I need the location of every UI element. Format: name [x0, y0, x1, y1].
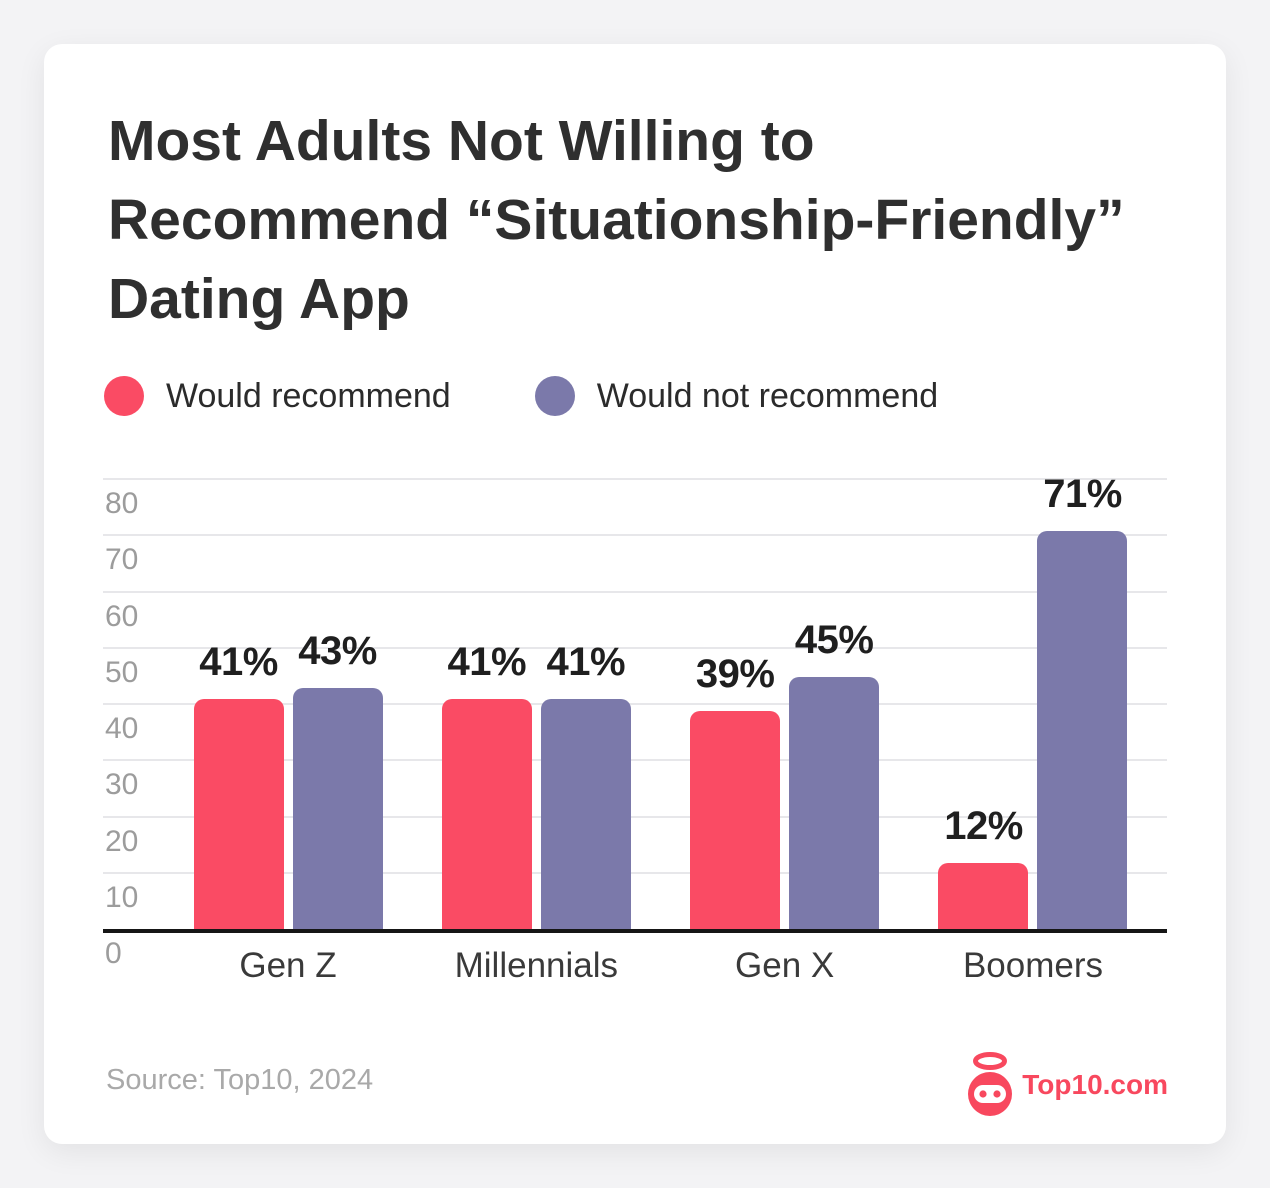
- bar-value-label: 43%: [298, 629, 377, 674]
- legend: Would recommend Would not recommend: [104, 376, 938, 416]
- bar: [690, 710, 781, 930]
- legend-label: Would recommend: [166, 376, 451, 415]
- gridline: [103, 534, 1167, 537]
- infographic-card: Most Adults Not Willing to Recommend “Si…: [44, 44, 1226, 1144]
- x-category-label: Millennials: [454, 946, 619, 985]
- bar-value-label: 41%: [546, 640, 626, 685]
- gridline: [103, 759, 1167, 762]
- bar-value-label: 39%: [695, 651, 775, 696]
- gridline: [103, 590, 1167, 593]
- source-attribution: Source: Top10, 2024: [106, 1064, 374, 1096]
- chart-title-line-3: Dating App: [108, 267, 410, 331]
- bar-value-label: 41%: [199, 640, 278, 685]
- y-tick-label: 70: [105, 543, 139, 577]
- bar-value-label: 12%: [944, 803, 1023, 848]
- y-tick-label: 60: [105, 599, 139, 633]
- legend-label: Would not recommend: [596, 376, 939, 415]
- x-axis-line: [103, 929, 1167, 933]
- gridline: [103, 815, 1167, 818]
- gridline: [103, 871, 1167, 874]
- y-tick-label: 20: [105, 824, 139, 858]
- bar: [292, 688, 383, 930]
- bar: [938, 862, 1029, 930]
- bar: [789, 676, 880, 930]
- robot-halo-icon: [968, 1052, 1013, 1116]
- chart-title: Most Adults Not Willing to Recommend “Si…: [108, 102, 1125, 339]
- x-category-label: Gen Z: [239, 946, 337, 985]
- legend-item-would-recommend: Would recommend: [104, 376, 451, 416]
- bar-chart-plot-area: 0 10 20 30 40 50 60 70 80 41% 43% Gen Z 41% 41% Millen…: [103, 472, 1167, 985]
- chart-title-line-2: Recommend “Situationship-Friendly”: [108, 188, 1125, 252]
- brand-logo: Top10.com: [967, 1052, 1168, 1118]
- bar: [441, 699, 532, 930]
- gridline: [103, 703, 1167, 705]
- gridline: [103, 646, 1167, 649]
- brand-name: Top10.com: [1022, 1069, 1168, 1100]
- y-tick-label: 30: [105, 768, 139, 802]
- bar-value-label: 41%: [447, 640, 527, 685]
- chart-title-line-1: Most Adults Not Willing to: [108, 109, 815, 173]
- gridline: [103, 478, 1167, 480]
- y-tick-label: 40: [105, 712, 139, 745]
- bar: [540, 699, 631, 930]
- legend-item-would-not-recommend: Would not recommend: [534, 376, 939, 416]
- legend-dot-icon: [104, 376, 144, 416]
- legend-dot-icon: [534, 376, 575, 416]
- bar: [193, 699, 284, 930]
- x-category-label: Boomers: [962, 946, 1104, 985]
- y-tick-label: 0: [105, 937, 122, 970]
- bar-value-label: 71%: [1043, 471, 1122, 516]
- y-tick-label: 50: [105, 655, 139, 689]
- bar: [1037, 530, 1128, 930]
- x-category-label: Gen X: [735, 946, 835, 985]
- y-tick-label: 80: [105, 487, 139, 520]
- y-tick-label: 10: [105, 880, 139, 914]
- bar-value-label: 45%: [794, 617, 874, 662]
